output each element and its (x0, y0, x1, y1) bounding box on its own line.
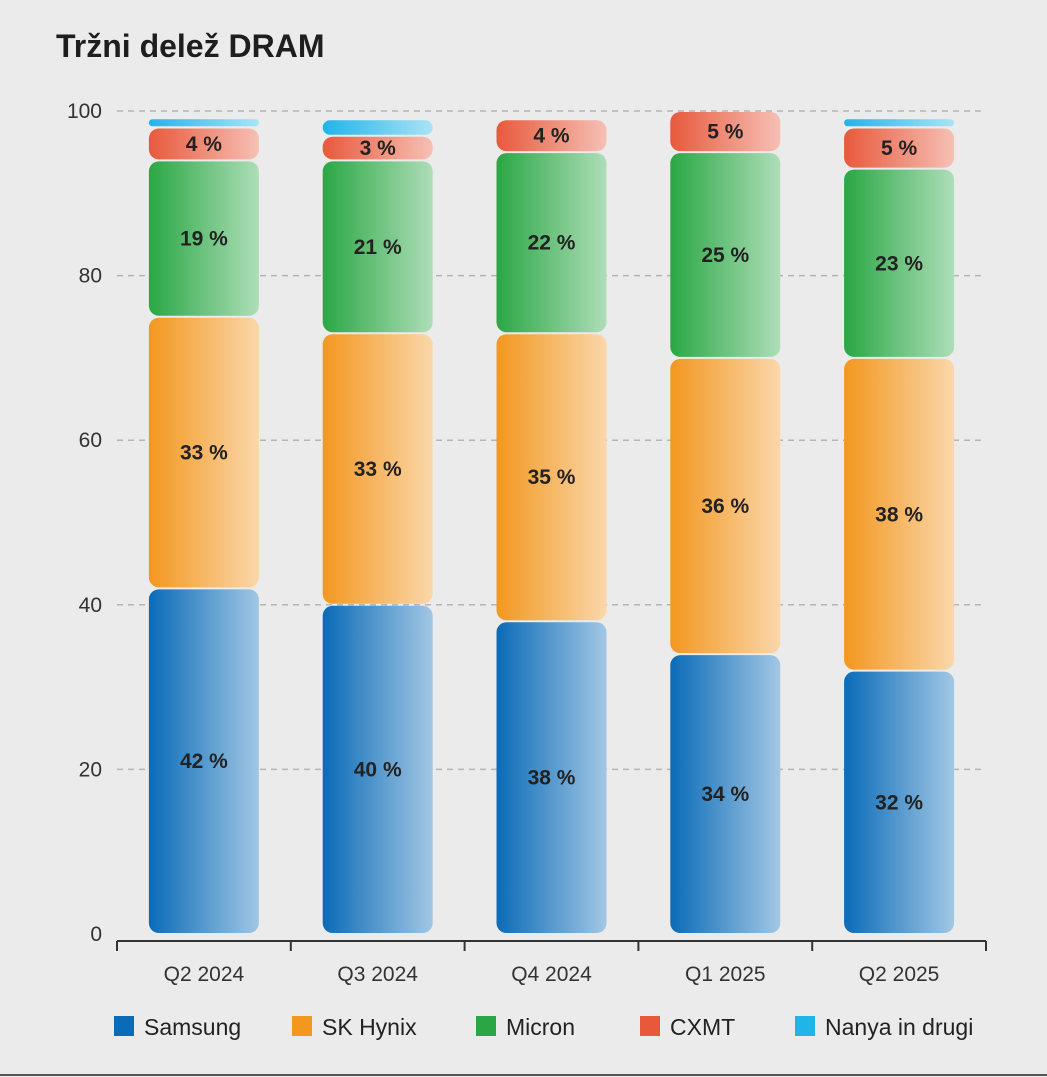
data-label: 33 % (180, 442, 228, 465)
bar-segment (148, 317, 259, 588)
chart-title: Tržni delež DRAM (56, 28, 325, 64)
bar-segment (844, 671, 955, 933)
bar-segment (148, 128, 259, 160)
data-label: 5 % (881, 137, 918, 160)
bar-segment (148, 589, 259, 933)
y-tick-label: 80 (79, 265, 102, 288)
legend-swatch (795, 1016, 815, 1036)
legend-swatch (640, 1016, 660, 1036)
bar-segment (844, 119, 955, 127)
bar-segment (148, 119, 259, 127)
data-label: 19 % (180, 228, 228, 251)
legend-swatch (114, 1016, 134, 1036)
data-label: 38 % (528, 767, 576, 790)
x-tick-label: Q4 2024 (511, 963, 592, 986)
bar-segment (670, 112, 781, 152)
data-label: 32 % (875, 791, 923, 814)
y-tick-label: 0 (90, 923, 102, 946)
bar-segment (148, 161, 259, 316)
data-label: 36 % (701, 495, 749, 518)
legend-label: Nanya in drugi (825, 1014, 973, 1040)
bar-segment (322, 605, 433, 933)
bar-segment (670, 655, 781, 933)
bar-segment (322, 334, 433, 604)
bar-segment (496, 334, 607, 621)
data-label: 34 % (701, 783, 749, 806)
x-tick-label: Q3 2024 (337, 963, 418, 986)
x-tick-label: Q1 2025 (685, 963, 766, 986)
legend-label: SK Hynix (322, 1014, 417, 1040)
bar-segment (670, 358, 781, 654)
y-tick-label: 40 (79, 594, 102, 617)
bar-segment (844, 358, 955, 670)
data-label: 4 % (186, 133, 223, 156)
data-label: 5 % (707, 121, 744, 144)
data-label: 23 % (875, 252, 923, 275)
bar-segment (670, 153, 781, 357)
y-tick-label: 60 (79, 429, 102, 452)
bottom-divider (0, 1074, 1047, 1076)
x-tick-label: Q2 2025 (859, 963, 940, 986)
data-label: 38 % (875, 503, 923, 526)
data-label: 35 % (528, 466, 576, 489)
data-label: 22 % (528, 232, 576, 255)
y-tick-label: 100 (67, 100, 102, 123)
bar-segment (322, 136, 433, 160)
bar-segment (322, 161, 433, 333)
data-label: 33 % (354, 458, 402, 481)
legend-swatch (476, 1016, 496, 1036)
data-label: 40 % (354, 758, 402, 781)
legend-label: CXMT (670, 1014, 735, 1040)
data-label: 4 % (533, 125, 570, 148)
legend-swatch (292, 1016, 312, 1036)
bar-segment (322, 120, 433, 135)
legend-label: Micron (506, 1014, 575, 1040)
data-label: 42 % (180, 750, 228, 773)
bar-segment (496, 120, 607, 152)
bar-segment (844, 169, 955, 357)
bar-segment (844, 128, 955, 168)
legend-label: Samsung (144, 1014, 241, 1040)
y-tick-label: 20 (79, 758, 102, 781)
x-tick-label: Q2 2024 (164, 963, 245, 986)
data-label: 21 % (354, 236, 402, 259)
data-label: 25 % (701, 244, 749, 267)
data-label: 3 % (360, 137, 397, 160)
bar-segment (496, 153, 607, 333)
bar-segment (496, 622, 607, 933)
